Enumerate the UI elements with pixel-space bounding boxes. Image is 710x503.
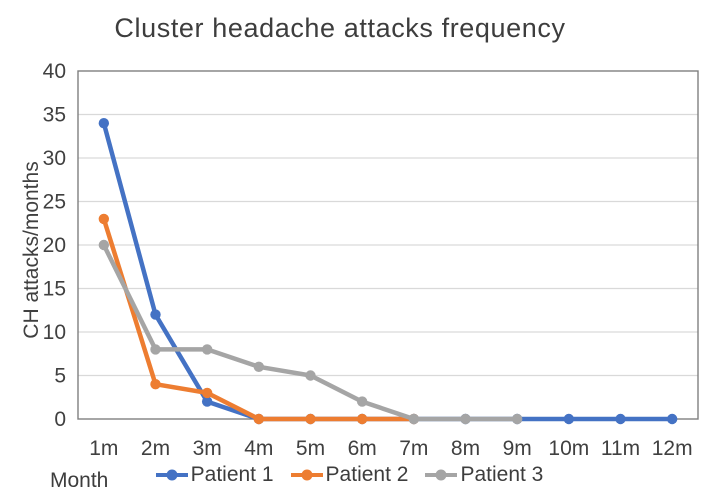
x-tick-label: 10m <box>548 437 589 460</box>
x-tick-label: 5m <box>296 437 325 460</box>
legend: Patient 1 Patient 2 Patient 3 <box>0 463 704 487</box>
series-marker-3 <box>253 361 265 372</box>
x-tick-label: 6m <box>348 437 377 460</box>
series-marker-3 <box>460 413 471 425</box>
x-tick-label: 4m <box>244 437 273 460</box>
series-marker-2 <box>150 379 161 390</box>
y-tick-label: 0 <box>54 408 66 431</box>
series-marker-1 <box>150 309 161 320</box>
legend-item-1: Patient 1 <box>155 463 274 487</box>
x-axis-title: Month <box>50 469 109 492</box>
x-tick-label: 8m <box>451 437 480 460</box>
legend-label: Patient 2 <box>325 463 409 486</box>
y-tick-label: 20 <box>43 234 66 257</box>
y-tick-label: 40 <box>43 60 66 83</box>
legend-marker-icon <box>290 469 323 481</box>
series-marker-1 <box>201 396 213 407</box>
series-marker-3 <box>201 344 213 355</box>
y-tick-label: 15 <box>43 278 66 301</box>
y-axis-title: CH attacks/months <box>20 161 43 338</box>
x-tick-label: 1m <box>89 437 118 460</box>
series-marker-3 <box>511 413 523 425</box>
x-tick-label: 7m <box>399 437 428 460</box>
legend-marker-icon <box>155 469 188 481</box>
x-tick-label: 3m <box>193 437 222 460</box>
series-marker-2 <box>305 413 316 425</box>
series-marker-3 <box>408 413 420 425</box>
legend-label: Patient 3 <box>460 463 544 486</box>
y-tick-label: 5 <box>54 365 66 388</box>
y-tick-label: 30 <box>43 147 66 170</box>
x-tick-label: 12m <box>652 437 693 460</box>
series-marker-3 <box>305 370 316 381</box>
series-marker-1 <box>98 118 110 129</box>
series-marker-1 <box>666 413 678 425</box>
chart-title: Cluster headache attacks frequency <box>114 13 566 43</box>
x-tick-label: 9m <box>503 437 532 460</box>
y-tick-label: 25 <box>43 191 66 214</box>
legend-item-3: Patient 3 <box>424 463 543 487</box>
series-marker-1 <box>615 413 626 425</box>
series-marker-2 <box>356 413 368 425</box>
series-marker-2 <box>201 387 213 399</box>
series-marker-3 <box>98 239 110 251</box>
x-tick-label: 11m <box>601 437 640 460</box>
series-marker-2 <box>98 213 110 225</box>
y-tick-label: 10 <box>43 321 66 344</box>
series-marker-1 <box>563 413 575 425</box>
series-line-2 <box>101 216 417 422</box>
legend-marker-icon <box>425 469 458 481</box>
series-marker-2 <box>253 413 265 425</box>
x-tick-label: 2m <box>141 437 170 460</box>
series-marker-3 <box>150 344 161 355</box>
legend-item-2: Patient 2 <box>290 463 409 487</box>
y-tick-label: 35 <box>43 104 66 127</box>
legend-label: Patient 1 <box>190 463 274 486</box>
series-line-1 <box>101 120 675 422</box>
series-marker-3 <box>356 396 368 407</box>
